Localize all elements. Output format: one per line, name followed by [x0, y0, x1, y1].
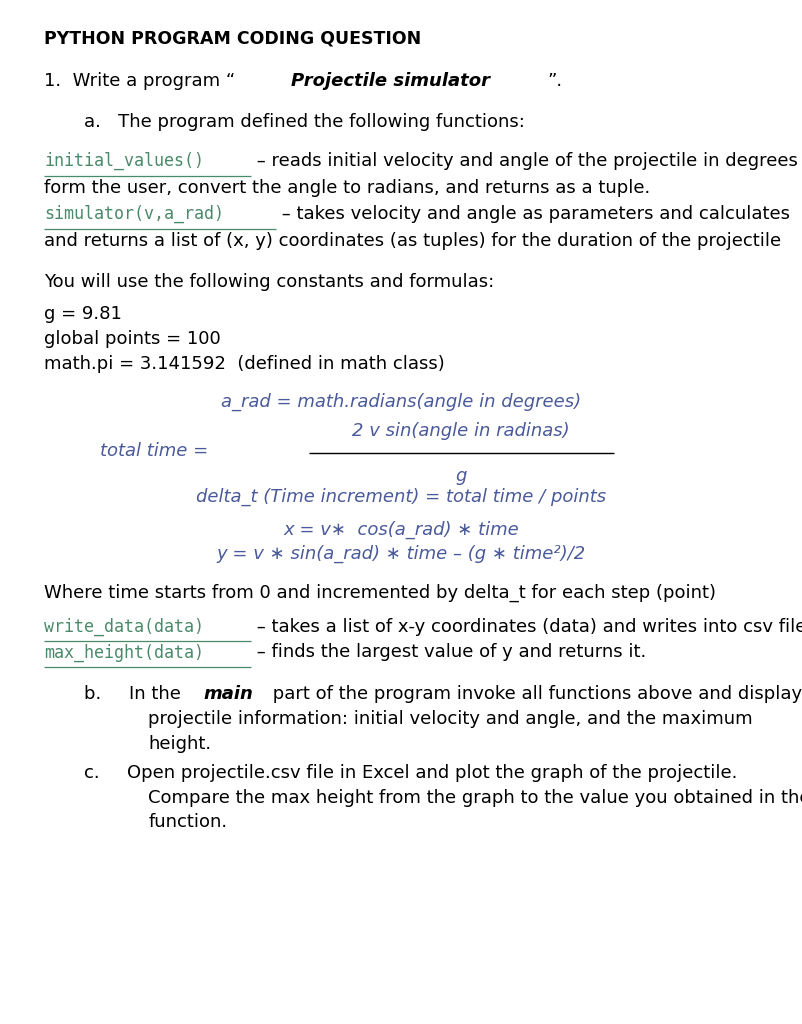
Text: In the: In the — [129, 685, 186, 703]
Text: total time =: total time = — [100, 441, 209, 460]
Text: Where time starts from 0 and incremented by delta_t for each step (point): Where time starts from 0 and incremented… — [44, 584, 716, 602]
Text: g: g — [456, 467, 467, 485]
Text: height.: height. — [148, 734, 212, 753]
Text: – takes a list of x-y coordinates (data) and writes into csv file.: – takes a list of x-y coordinates (data)… — [250, 617, 802, 636]
Text: – takes velocity and angle as parameters and calculates: – takes velocity and angle as parameters… — [277, 205, 790, 223]
Text: x = v∗  cos(a_rad) ∗ time: x = v∗ cos(a_rad) ∗ time — [283, 520, 519, 539]
Text: – finds the largest value of y and returns it.: – finds the largest value of y and retur… — [250, 643, 646, 662]
Text: main: main — [203, 685, 253, 703]
Text: projectile information: initial velocity and angle, and the maximum: projectile information: initial velocity… — [148, 710, 753, 728]
Text: max_height(data): max_height(data) — [44, 643, 205, 662]
Text: math.pi = 3.141592  (defined in math class): math.pi = 3.141592 (defined in math clas… — [44, 354, 445, 373]
Text: and returns a list of (x, y) coordinates (as tuples) for the duration of the pro: and returns a list of (x, y) coordinates… — [44, 231, 781, 250]
Text: part of the program invoke all functions above and display: part of the program invoke all functions… — [267, 685, 802, 703]
Text: Compare the max height from the graph to the value you obtained in the: Compare the max height from the graph to… — [148, 788, 802, 807]
Text: – reads initial velocity and angle of the projectile in degrees: – reads initial velocity and angle of th… — [250, 152, 797, 170]
Text: 1.  Write a program “: 1. Write a program “ — [44, 72, 235, 90]
Text: function.: function. — [148, 813, 228, 831]
Text: c.: c. — [84, 764, 117, 782]
Text: Open projectile.csv file in Excel and plot the graph of the projectile.: Open projectile.csv file in Excel and pl… — [127, 764, 737, 782]
Text: Projectile simulator: Projectile simulator — [291, 72, 490, 90]
Text: PYTHON PROGRAM CODING QUESTION: PYTHON PROGRAM CODING QUESTION — [44, 29, 421, 47]
Text: g = 9.81: g = 9.81 — [44, 305, 122, 324]
Text: simulator(v,a_rad): simulator(v,a_rad) — [44, 205, 224, 223]
Text: initial_values(): initial_values() — [44, 152, 205, 170]
Text: delta_t (Time increment) = total time / points: delta_t (Time increment) = total time / … — [196, 487, 606, 506]
Text: b.: b. — [84, 685, 119, 703]
Text: a.   The program defined the following functions:: a. The program defined the following fun… — [84, 113, 525, 131]
Text: You will use the following constants and formulas:: You will use the following constants and… — [44, 272, 494, 291]
Text: y = v ∗ sin(a_rad) ∗ time – (g ∗ time²)/2: y = v ∗ sin(a_rad) ∗ time – (g ∗ time²)/… — [217, 545, 585, 563]
Text: global points = 100: global points = 100 — [44, 330, 221, 348]
Text: form the user, convert the angle to radians, and returns as a tuple.: form the user, convert the angle to radi… — [44, 178, 650, 197]
Text: a_rad = math.radians(angle in degrees): a_rad = math.radians(angle in degrees) — [221, 392, 581, 411]
Text: ”.: ”. — [548, 72, 563, 90]
Text: write_data(data): write_data(data) — [44, 617, 205, 636]
Text: 2 v sin(angle in radinas): 2 v sin(angle in radinas) — [352, 422, 570, 440]
